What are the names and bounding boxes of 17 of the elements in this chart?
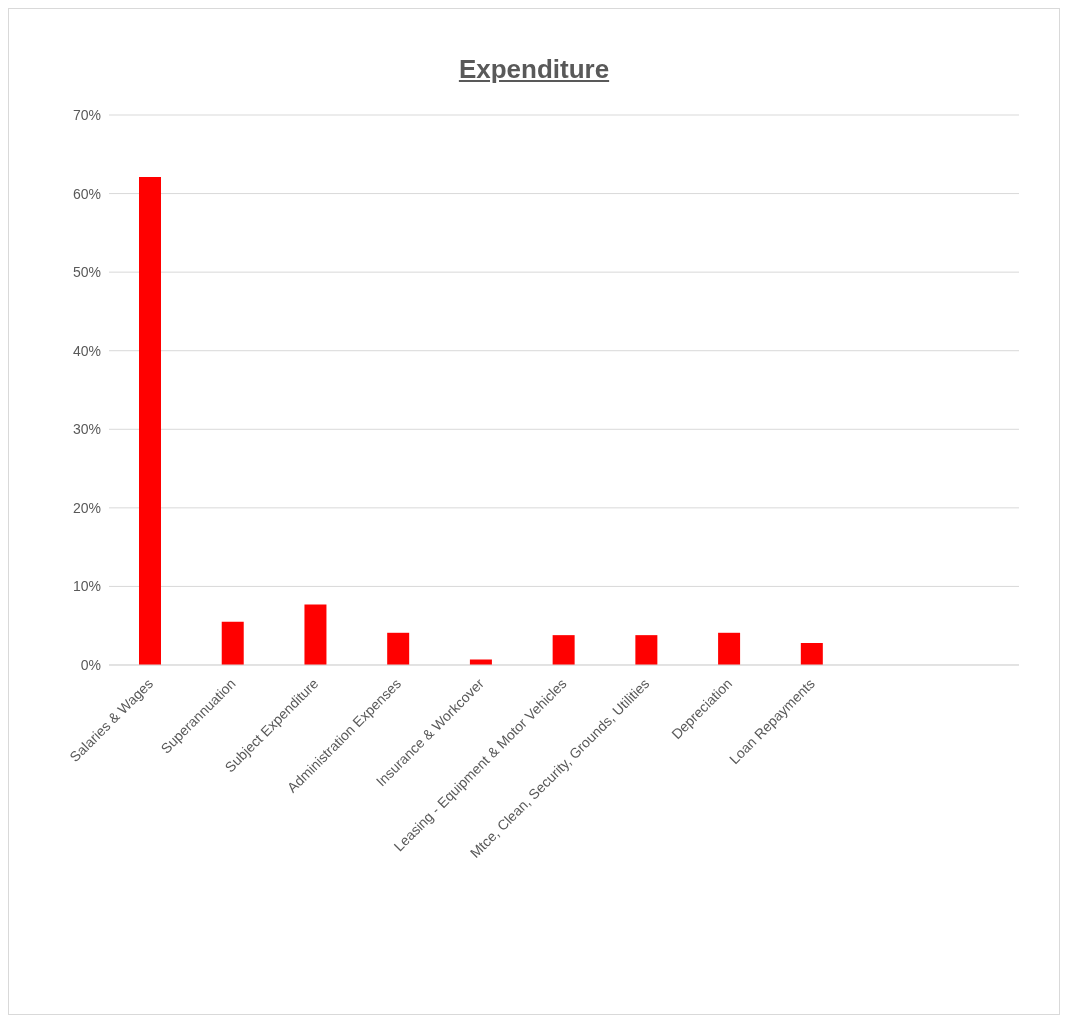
bar xyxy=(635,635,658,665)
chart-title: Expenditure xyxy=(457,54,611,85)
bar xyxy=(718,632,741,665)
bar xyxy=(552,635,575,665)
y-tick-label: 50% xyxy=(72,264,101,281)
y-tick-label: 20% xyxy=(72,499,101,516)
y-tick-label: 60% xyxy=(72,185,101,202)
bar xyxy=(800,643,823,665)
bar xyxy=(139,177,161,665)
y-tick-label: 70% xyxy=(72,106,101,123)
bar xyxy=(304,604,327,665)
y-tick-label: 0% xyxy=(80,656,101,673)
bar xyxy=(221,621,244,665)
y-tick-label: 30% xyxy=(72,421,101,438)
y-tick-label: 40% xyxy=(72,342,101,359)
bar xyxy=(387,632,410,665)
y-tick-label: 10% xyxy=(72,578,101,595)
